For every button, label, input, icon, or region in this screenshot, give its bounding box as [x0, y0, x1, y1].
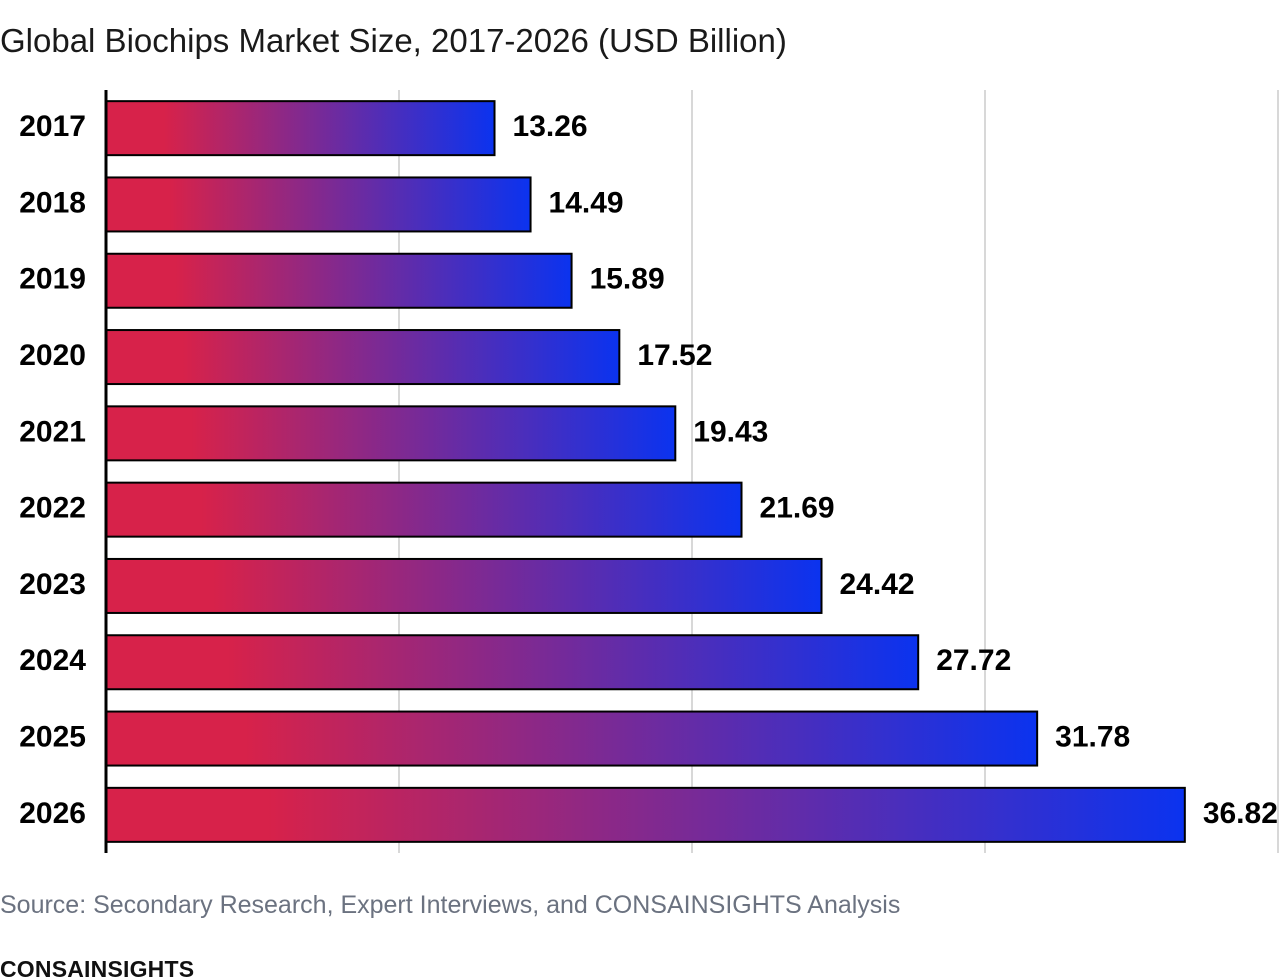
bar-2026 [105, 786, 1186, 843]
bar-2024 [105, 634, 920, 691]
data-label-2019: 15.89 [590, 263, 665, 296]
brand-logo: CONSAINSIGHTS [0, 956, 195, 980]
bar-2021 [105, 405, 677, 462]
data-label-2017: 13.26 [513, 110, 588, 143]
chart-title: Global Biochips Market Size, 2017-2026 (… [0, 22, 787, 59]
bar-2022 [105, 481, 743, 538]
data-label-2022: 21.69 [760, 492, 835, 525]
data-label-2025: 31.78 [1055, 720, 1130, 753]
data-label-2026: 36.82 [1203, 797, 1278, 830]
y-tick-label-2026: 2026 [19, 797, 86, 830]
data-label-2020: 17.52 [637, 339, 712, 372]
y-tick-label-2019: 2019 [19, 263, 86, 296]
data-labels: 13.26 14.49 15.89 17.52 19.43 21.69 24.42 27.72… [513, 110, 1278, 830]
bar-2019 [105, 252, 573, 309]
source-note: Source: Secondary Research, Expert Inter… [0, 891, 901, 919]
data-label-2021: 19.43 [693, 415, 768, 448]
y-tick-label-2022: 2022 [19, 492, 86, 525]
y-tick-label-2023: 2023 [19, 568, 86, 601]
y-tick-label-2018: 2018 [19, 186, 86, 219]
y-tick-label-2021: 2021 [19, 415, 86, 448]
y-tick-label-2020: 2020 [19, 339, 86, 372]
data-label-2018: 14.49 [549, 186, 624, 219]
data-label-2023: 24.42 [840, 568, 915, 601]
bar-2023 [105, 557, 823, 614]
bar-2017 [105, 100, 496, 157]
bar-2025 [105, 710, 1039, 767]
data-label-2024: 27.72 [936, 644, 1011, 677]
y-tick-label-2017: 2017 [19, 110, 86, 143]
bars [105, 100, 1186, 843]
y-tick-labels: 2017 2018 2019 2020 2021 2022 2023 2024 2025 2026 [19, 110, 86, 830]
y-tick-label-2025: 2025 [19, 720, 86, 753]
bar-2018 [105, 176, 532, 233]
y-tick-label-2024: 2024 [19, 644, 86, 677]
bar-2020 [105, 329, 621, 386]
